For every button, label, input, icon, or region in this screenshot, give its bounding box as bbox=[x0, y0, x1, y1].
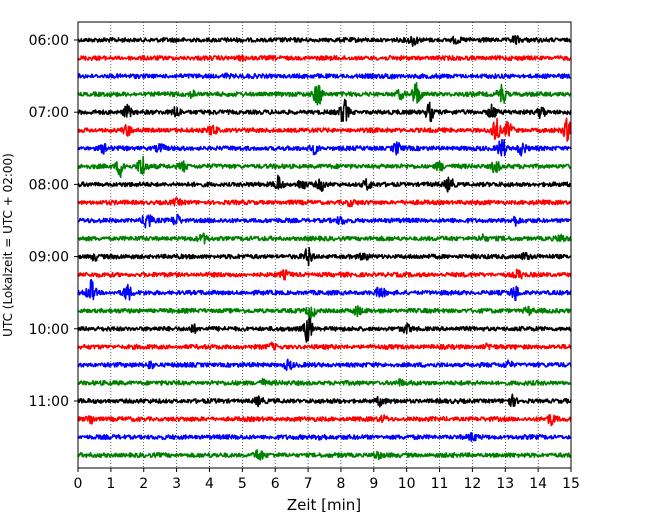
x-tick-label-4: 4 bbox=[205, 476, 214, 492]
trace-1000 bbox=[77, 316, 572, 343]
trace-0830 bbox=[77, 213, 572, 229]
trace-0600 bbox=[77, 34, 572, 47]
y-axis-title: UTC (Lokalzeit = UTC + 02:00) bbox=[1, 153, 15, 337]
x-tick-label-13: 13 bbox=[496, 476, 514, 492]
x-tick-label-8: 8 bbox=[336, 476, 345, 492]
trace-0900 bbox=[77, 247, 572, 267]
x-tick-label-6: 6 bbox=[271, 476, 280, 492]
x-tick-label-12: 12 bbox=[463, 476, 481, 492]
trace-0630 bbox=[77, 72, 572, 80]
x-tick-label-9: 9 bbox=[369, 476, 378, 492]
y-tick-label-0900: 09:00 bbox=[29, 250, 69, 266]
trace-1100 bbox=[77, 393, 572, 408]
x-tick-label-10: 10 bbox=[398, 476, 416, 492]
trace-1030 bbox=[77, 358, 572, 372]
x-axis-title: Zeit [min] bbox=[287, 496, 361, 514]
y-tick-label-0700: 07:00 bbox=[29, 105, 69, 121]
trace-0645 bbox=[77, 82, 572, 106]
x-tick-label-11: 11 bbox=[431, 476, 449, 492]
trace-layer bbox=[77, 34, 572, 461]
trace-0800 bbox=[77, 174, 572, 193]
x-tick-label-3: 3 bbox=[172, 476, 181, 492]
trace-0745 bbox=[77, 155, 572, 178]
grid-layer bbox=[110, 22, 539, 468]
trace-0700 bbox=[77, 98, 572, 123]
x-axis: 0 1 2 3 4 5 6 7 8 9 10 11 12 13 14 15 bbox=[74, 468, 580, 492]
trace-0930 bbox=[77, 278, 572, 302]
x-tick-label-15: 15 bbox=[562, 476, 580, 492]
plot-frame bbox=[77, 21, 572, 469]
y-tick-label-1100: 11:00 bbox=[29, 394, 69, 410]
trace-0715 bbox=[77, 117, 572, 142]
y-tick-label-0600: 06:00 bbox=[29, 33, 69, 49]
trace-1045 bbox=[77, 377, 572, 387]
x-tick-label-2: 2 bbox=[139, 476, 148, 492]
x-tick-label-5: 5 bbox=[238, 476, 247, 492]
trace-0615 bbox=[77, 54, 572, 62]
trace-1130 bbox=[77, 431, 572, 442]
trace-0845 bbox=[77, 232, 572, 245]
x-tick-label-7: 7 bbox=[304, 476, 313, 492]
y-axis: 06:00 07:00 08:00 09:00 10:00 11:00 bbox=[29, 33, 78, 410]
x-tick-label-0: 0 bbox=[74, 476, 83, 492]
trace-0915 bbox=[77, 268, 572, 281]
trace-1145 bbox=[77, 449, 572, 461]
trace-0730 bbox=[77, 138, 572, 157]
trace-1015 bbox=[77, 341, 572, 351]
x-tick-label-1: 1 bbox=[106, 476, 115, 492]
trace-0815 bbox=[77, 197, 572, 208]
y-tick-label-1000: 10:00 bbox=[29, 322, 69, 338]
y-tick-label-0800: 08:00 bbox=[29, 177, 69, 193]
trace-0945 bbox=[77, 305, 572, 320]
x-tick-label-14: 14 bbox=[529, 476, 547, 492]
trace-1115 bbox=[77, 414, 572, 427]
